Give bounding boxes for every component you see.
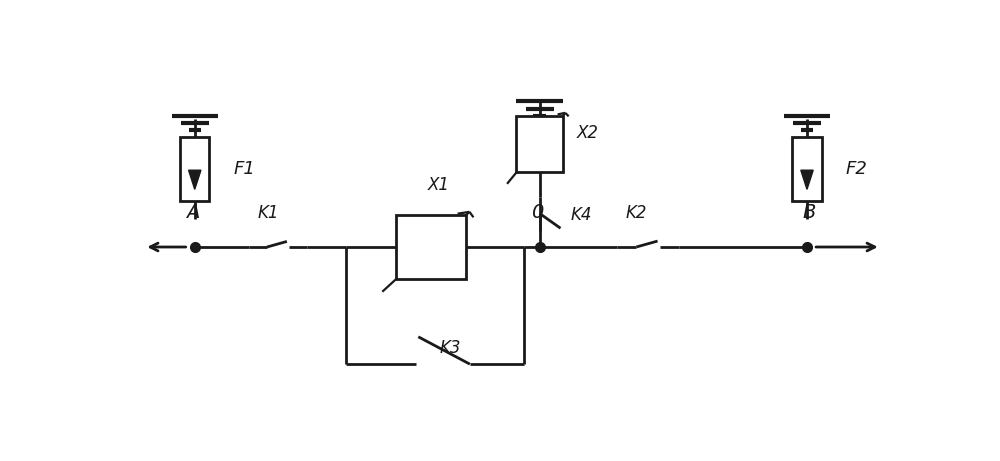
Text: 0: 0: [531, 203, 543, 222]
Text: F1: F1: [234, 160, 255, 178]
Bar: [792, 137, 822, 201]
Bar: [180, 137, 209, 201]
Polygon shape: [189, 170, 201, 189]
Text: F2: F2: [846, 160, 868, 178]
Text: K4: K4: [571, 206, 592, 224]
Text: K1: K1: [258, 204, 279, 222]
Bar: [396, 215, 466, 279]
Text: X2: X2: [577, 124, 599, 142]
Polygon shape: [801, 170, 813, 189]
Text: B: B: [803, 203, 816, 222]
Text: A: A: [186, 203, 199, 222]
Bar: [516, 116, 563, 172]
Text: X1: X1: [428, 176, 450, 194]
Text: K3: K3: [440, 339, 461, 357]
Text: K2: K2: [626, 204, 647, 222]
